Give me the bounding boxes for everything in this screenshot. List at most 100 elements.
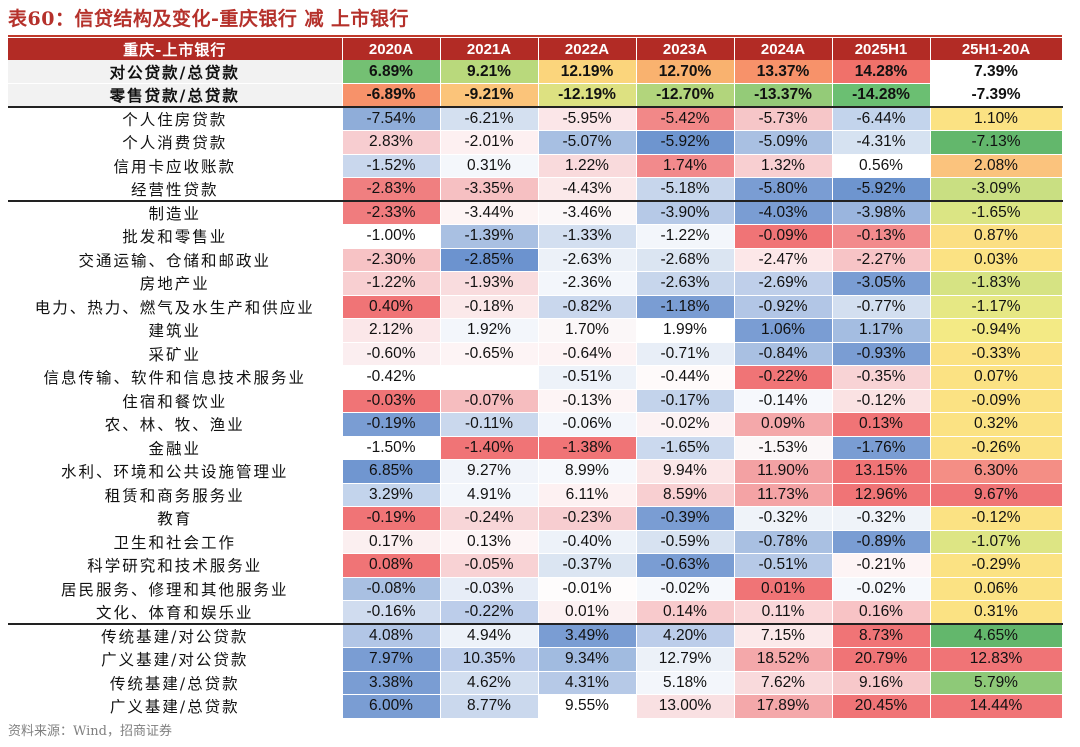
value-cell: -7.39% (930, 83, 1063, 108)
value-cell: -0.01% (538, 577, 637, 601)
value-cell: -6.21% (440, 106, 539, 131)
value-cell: 0.32% (930, 412, 1063, 437)
value-cell: 14.44% (930, 694, 1063, 719)
value-cell: -0.40% (538, 530, 637, 554)
row-label: 广义基建/对公贷款 (8, 647, 343, 672)
table-row: 科学研究和技术服务业 0.08% -0.05% -0.37% -0.63% -0.51% -… (8, 553, 1063, 578)
value-cell: 0.03% (930, 248, 1063, 272)
row-label: 农、林、牧、渔业 (8, 412, 343, 437)
value-cell: 4.20% (636, 623, 735, 648)
value-cell: -5.80% (734, 177, 833, 202)
value-cell: 0.11% (734, 600, 833, 625)
value-cell: -0.11% (440, 412, 539, 437)
table-row: 农、林、牧、渔业 -0.19% -0.11% -0.06% -0.02% 0.09% 0.1… (8, 412, 1063, 437)
value-cell: -0.51% (734, 553, 833, 578)
header-period-5: 2024A (734, 38, 833, 60)
value-cell: 13.00% (636, 694, 735, 719)
value-cell: -0.64% (538, 342, 637, 366)
value-cell: 2.83% (342, 130, 441, 155)
value-cell: 14.28% (832, 60, 931, 84)
value-cell: -2.63% (636, 271, 735, 296)
value-cell: -2.69% (734, 271, 833, 296)
value-cell: 0.08% (342, 553, 441, 578)
value-cell: -7.54% (342, 106, 441, 131)
value-cell: -0.51% (538, 365, 637, 390)
table-row: 广义基建/总贷款 6.00% 8.77% 9.55% 13.00% 17.89% 20.45… (8, 694, 1063, 719)
table-row: 水利、环境和公共设施管理业 6.85% 9.27% 8.99% 9.94% 11.90% 1… (8, 459, 1063, 484)
value-cell: 12.19% (538, 60, 637, 84)
value-cell: -5.18% (636, 177, 735, 202)
value-cell: 7.62% (734, 671, 833, 695)
value-cell: -0.16% (342, 600, 441, 625)
value-cell: -2.68% (636, 248, 735, 272)
value-cell: 0.87% (930, 224, 1063, 249)
value-cell: 11.90% (734, 459, 833, 484)
value-cell: 7.39% (930, 60, 1063, 84)
value-cell: 4.65% (930, 623, 1063, 648)
table-row: 采矿业 -0.60% -0.65% -0.64% -0.71% -0.84% -0.93% -… (8, 342, 1063, 366)
value-cell: 0.14% (636, 600, 735, 625)
table-row: 电力、热力、燃气及水生产和供应业 0.40% -0.18% -0.82% -1.18% -… (8, 295, 1063, 319)
value-cell: -0.78% (734, 530, 833, 554)
header-period-7: 25H1-20A (930, 38, 1063, 60)
row-label: 经营性贷款 (8, 177, 343, 202)
value-cell: -3.09% (930, 177, 1063, 202)
value-cell: -12.70% (636, 83, 735, 108)
value-cell: -1.07% (930, 530, 1063, 554)
value-cell: 0.13% (832, 412, 931, 437)
value-cell: 10.35% (440, 647, 539, 672)
row-label: 住宿和餐饮业 (8, 389, 343, 413)
value-cell: 3.38% (342, 671, 441, 695)
value-cell: 3.49% (538, 623, 637, 648)
value-cell: -0.09% (930, 389, 1063, 413)
value-cell: 6.11% (538, 483, 637, 507)
value-cell: -1.39% (440, 224, 539, 249)
value-cell: 7.97% (342, 647, 441, 672)
value-cell: 12.83% (930, 647, 1063, 672)
table-row: 金融业 -1.50% -1.40% -1.38% -1.65% -1.53% -1.76% -… (8, 436, 1063, 460)
value-cell: 8.99% (538, 459, 637, 484)
value-cell: 0.06% (930, 577, 1063, 601)
value-cell: -1.00% (342, 224, 441, 249)
value-cell: 9.55% (538, 694, 637, 719)
row-label: 电力、热力、燃气及水生产和供应业 (8, 295, 343, 319)
value-cell: 1.70% (538, 318, 637, 343)
value-cell: -12.19% (538, 83, 637, 108)
value-cell: -0.06% (538, 412, 637, 437)
value-cell: 4.94% (440, 623, 539, 648)
value-cell: -0.32% (734, 506, 833, 531)
value-cell: 4.08% (342, 623, 441, 648)
value-cell: -0.14% (734, 389, 833, 413)
value-cell: 9.16% (832, 671, 931, 695)
value-cell: -0.02% (636, 577, 735, 601)
table-row: 居民服务、修理和其他服务业 -0.08% -0.03% -0.01% -0.02% 0.0… (8, 577, 1063, 601)
header-period-1: 2020A (342, 38, 441, 60)
table-row: 信用卡应收账款 -1.52% 0.31% 1.22% 1.74% 1.32% 0.56% 2.… (8, 154, 1063, 178)
table-row: 零售贷款/总贷款 -6.89% -9.21% -12.19% -12.70% -13.37… (8, 83, 1063, 108)
value-cell: -0.77% (832, 295, 931, 319)
table-title: 表60：信贷结构及变化-重庆银行 减 上市银行 (8, 8, 410, 30)
value-cell: 7.15% (734, 623, 833, 648)
value-cell: -0.22% (734, 365, 833, 390)
value-cell: -6.89% (342, 83, 441, 108)
value-cell: -0.42% (342, 365, 441, 390)
header-period-4: 2023A (636, 38, 735, 60)
value-cell: 18.52% (734, 647, 833, 672)
value-cell: -0.92% (734, 295, 833, 319)
value-cell: 8.77% (440, 694, 539, 719)
row-label: 信用卡应收账款 (8, 154, 343, 178)
value-cell: 0.01% (538, 600, 637, 625)
value-cell: 0.31% (930, 600, 1063, 625)
value-cell: -3.44% (440, 200, 539, 225)
header-period-3: 2022A (538, 38, 637, 60)
row-label: 广义基建/总贷款 (8, 694, 343, 719)
row-label: 批发和零售业 (8, 224, 343, 249)
value-cell: -2.27% (832, 248, 931, 272)
row-label: 制造业 (8, 200, 343, 225)
value-cell: -0.63% (636, 553, 735, 578)
table-row: 个人住房贷款 -7.54% -6.21% -5.95% -5.42% -5.73% -6.4… (8, 106, 1063, 131)
value-cell: -0.12% (832, 389, 931, 413)
value-cell: -2.30% (342, 248, 441, 272)
table-row: 建筑业 2.12% 1.92% 1.70% 1.99% 1.06% 1.17% -0.94% (8, 318, 1063, 343)
row-label: 个人住房贷款 (8, 106, 343, 131)
